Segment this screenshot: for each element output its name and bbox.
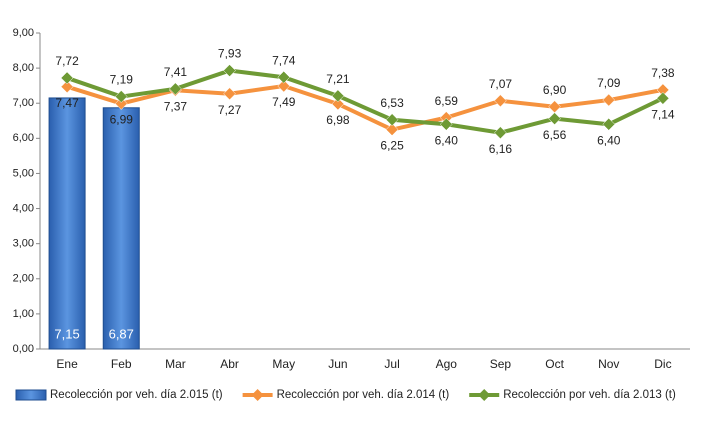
marker [277, 70, 291, 84]
marker [114, 97, 128, 110]
y-tick-label: 4,00 [13, 202, 34, 214]
value-label: 6,40 [597, 133, 621, 147]
marker [656, 91, 670, 105]
x-tick-label: Jul [384, 357, 399, 371]
marker [60, 80, 74, 94]
legend-label: Recolección por veh. día 2.013 (t) [503, 389, 676, 401]
value-label: 6,16 [489, 142, 513, 156]
y-tick-label: 1,00 [13, 308, 34, 320]
legend-swatch [15, 389, 47, 401]
value-label: 6,59 [435, 94, 459, 108]
value-label: 7,72 [55, 54, 79, 68]
marker [169, 82, 182, 96]
marker [602, 117, 616, 131]
x-tick-label: Feb [111, 357, 132, 371]
marker [494, 126, 507, 140]
y-tick-label: 0,00 [13, 343, 34, 355]
y-tick-label: 7,00 [13, 97, 34, 109]
value-label: 6,98 [326, 113, 350, 127]
bar [102, 107, 140, 350]
x-tick-label: Ago [436, 357, 458, 371]
y-tick-label: 3,00 [13, 238, 34, 250]
value-label: 7,37 [164, 99, 188, 113]
value-label: 6,99 [110, 113, 134, 127]
value-label: 7,07 [489, 77, 513, 91]
marker [602, 93, 616, 107]
value-label: 7,74 [272, 53, 296, 67]
y-tick-label: 5,00 [13, 167, 34, 179]
bar [48, 97, 86, 350]
legend-label: Recolección por veh. día 2.015 (t) [50, 389, 223, 401]
value-label: 7,49 [272, 95, 296, 109]
legend-label: Recolección por veh. día 2.014 (t) [277, 389, 450, 401]
marker [60, 71, 74, 85]
y-tick-label: 8,00 [13, 62, 34, 74]
x-tick-label: Ene [56, 357, 78, 371]
legend-marker [478, 389, 491, 401]
bar-label: 6,87 [109, 326, 134, 341]
value-label: 7,14 [651, 107, 675, 121]
value-label: 7,27 [218, 103, 242, 117]
marker [331, 97, 345, 111]
value-label: 7,38 [651, 66, 675, 80]
marker [385, 113, 399, 127]
line [66, 68, 664, 135]
value-label: 7,47 [55, 96, 79, 110]
value-label: 6,40 [435, 133, 459, 147]
x-tick-label: May [272, 357, 295, 371]
x-tick-label: Mar [165, 357, 186, 371]
marker [439, 117, 453, 131]
value-label: 7,41 [164, 65, 188, 79]
value-label: 7,93 [218, 47, 242, 61]
x-tick-label: Nov [598, 357, 619, 371]
value-label: 7,09 [597, 76, 621, 90]
value-label: 7,19 [110, 73, 134, 87]
value-label: 6,53 [380, 96, 404, 110]
y-tick-label: 9,00 [13, 27, 34, 39]
marker [494, 94, 507, 108]
x-tick-label: Sep [490, 357, 512, 371]
marker [223, 64, 236, 77]
value-label: 6,25 [380, 139, 404, 153]
marker [114, 90, 128, 103]
marker [548, 112, 561, 126]
y-tick-label: 2,00 [13, 273, 34, 285]
bar-label: 7,15 [54, 326, 79, 341]
x-tick-label: Oct [545, 357, 564, 371]
y-tick-label: 6,00 [13, 132, 34, 144]
marker [385, 123, 399, 136]
value-label: 7,21 [326, 72, 350, 86]
marker [548, 100, 561, 114]
line [66, 83, 664, 132]
x-tick-label: Abr [220, 357, 239, 371]
value-label: 6,90 [543, 83, 567, 97]
marker [223, 87, 236, 101]
marker [277, 79, 291, 93]
x-tick-label: Dic [654, 357, 671, 371]
x-tick-label: Jun [328, 357, 347, 371]
legend-marker [251, 389, 264, 401]
value-label: 6,56 [543, 128, 567, 142]
marker [331, 89, 345, 103]
